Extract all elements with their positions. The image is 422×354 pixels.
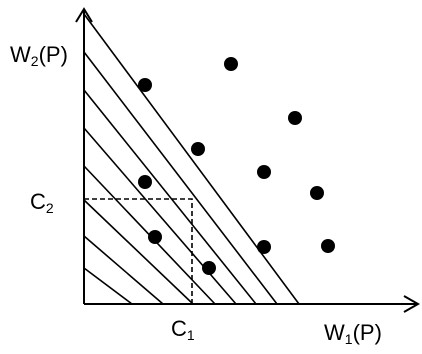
hatch-line	[83, 235, 164, 305]
point	[288, 111, 302, 125]
x-axis-label: W1(P)	[324, 320, 382, 347]
y-axis-label-tail: (P)	[39, 42, 68, 67]
c2-label: C2	[30, 189, 54, 216]
point	[191, 142, 205, 156]
hatch-line	[83, 51, 278, 305]
axes	[75, 7, 421, 313]
point	[224, 57, 238, 71]
c-threshold-box	[84, 198, 193, 304]
point	[257, 240, 271, 254]
y-axis-label-main: W	[10, 42, 31, 67]
y-axis-label-sub: 2	[31, 53, 39, 69]
x-axis-label-sub: 1	[345, 331, 353, 347]
x-axis-label-main: W	[324, 320, 345, 345]
point	[257, 165, 271, 179]
hatch-line	[83, 267, 133, 305]
point	[148, 230, 162, 244]
point	[321, 239, 335, 253]
y-axis-label: W2(P)	[10, 42, 68, 69]
c2-label-main: C	[30, 189, 46, 214]
hatch-line	[83, 127, 237, 305]
x-axis-label-tail: (P)	[353, 320, 382, 345]
point	[202, 261, 216, 275]
hatch-line	[83, 199, 194, 305]
x-axis-arrow	[403, 295, 421, 313]
point	[138, 78, 152, 92]
y-axis-arrow	[75, 7, 93, 23]
hatch-line	[83, 13, 300, 305]
c1-label: C1	[171, 316, 195, 343]
c1-label-main: C	[171, 316, 187, 341]
hatch-line	[83, 89, 257, 305]
points	[138, 57, 335, 275]
c2-label-sub: 2	[46, 200, 54, 216]
point	[138, 175, 152, 189]
point	[310, 186, 324, 200]
c1-label-sub: 1	[187, 327, 195, 343]
